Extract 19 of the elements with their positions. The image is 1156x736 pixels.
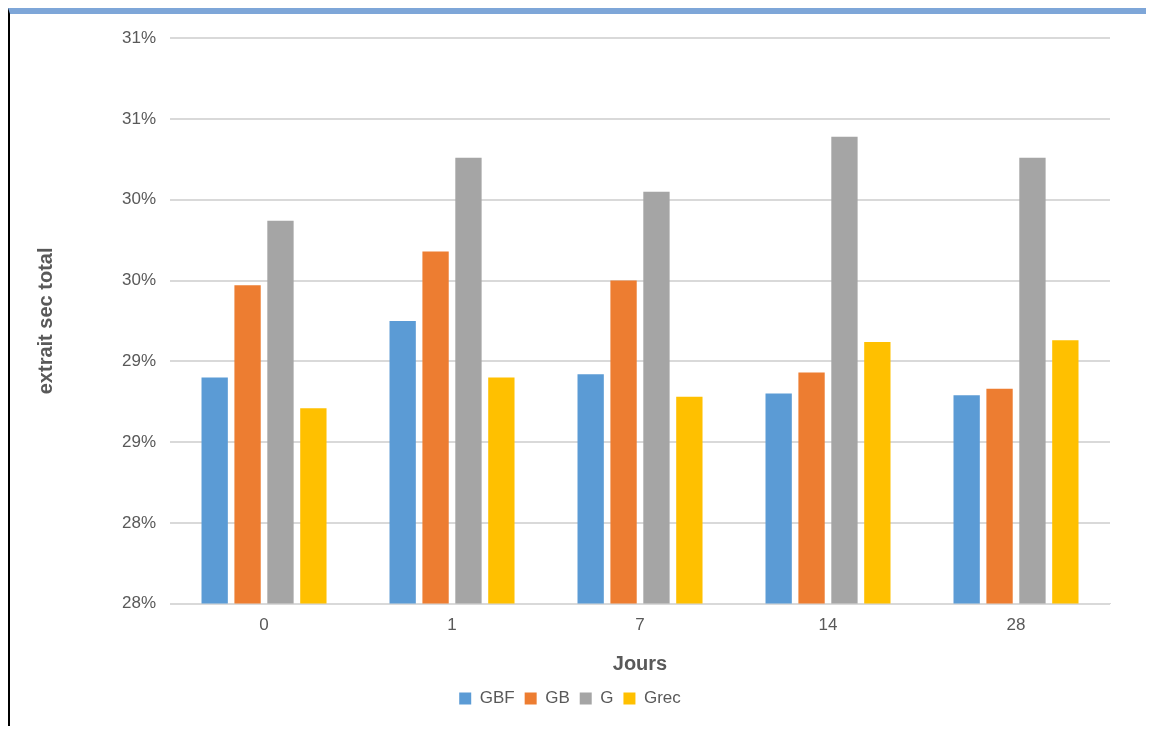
y-tick-label: 30% [121,189,157,209]
legend-label: GBF [479,688,515,708]
x-axis-title: Jours [612,651,668,674]
legend-label: G [600,688,614,708]
y-tick-label: 31% [121,108,157,128]
x-tick-label: 28 [1006,615,1026,635]
y-tick-label: 30% [121,270,157,290]
x-tick-label: 0 [259,615,269,635]
y-tick-label: 31% [121,27,157,47]
legend-label: Grec [643,688,682,708]
y-tick-label: 28% [121,512,157,532]
y-tick-label: 29% [121,431,157,451]
legend-label: GB [545,688,570,708]
y-tick-label: 28% [121,593,157,613]
y-axis-title: extrait sec total [33,247,56,395]
x-tick-label: 7 [635,615,645,635]
y-tick-label: 29% [121,350,157,370]
x-tick-label: 14 [818,615,838,635]
x-tick-label: 1 [447,615,457,635]
